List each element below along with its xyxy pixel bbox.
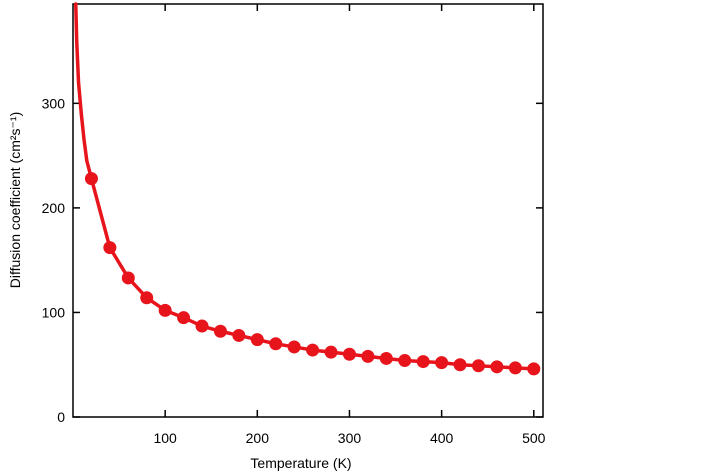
data-point bbox=[269, 337, 283, 351]
x-axis-label: Temperature (K) bbox=[250, 455, 351, 471]
data-series bbox=[74, 2, 541, 376]
data-point bbox=[416, 355, 430, 369]
data-point bbox=[453, 358, 467, 372]
x-tick-label: 200 bbox=[246, 430, 270, 446]
data-point bbox=[471, 359, 485, 373]
plot-frame bbox=[72, 3, 544, 418]
y-axis-label: Diffusion coefficient (cm²s⁻¹) bbox=[7, 112, 23, 288]
y-tick-label: 0 bbox=[57, 409, 65, 425]
data-point bbox=[287, 340, 301, 354]
x-tick-label: 300 bbox=[338, 430, 362, 446]
data-point bbox=[527, 362, 541, 376]
data-point bbox=[398, 354, 412, 368]
x-tick-label: 100 bbox=[153, 430, 177, 446]
y-tick-label: 200 bbox=[42, 200, 66, 216]
data-point bbox=[250, 333, 264, 347]
data-point bbox=[84, 172, 98, 186]
x-tick-label: 500 bbox=[522, 430, 546, 446]
data-point bbox=[306, 343, 320, 357]
data-point bbox=[508, 361, 522, 375]
y-axis-ticks bbox=[73, 102, 543, 418]
data-point bbox=[195, 319, 209, 333]
data-point bbox=[361, 349, 375, 363]
y-axis-tick-labels: 0 100 200 300 bbox=[42, 95, 66, 425]
data-point bbox=[490, 360, 504, 374]
data-point bbox=[177, 311, 191, 325]
data-point bbox=[213, 324, 227, 338]
data-point bbox=[121, 271, 135, 285]
x-tick-label: 400 bbox=[430, 430, 454, 446]
x-axis-ticks bbox=[164, 4, 535, 417]
data-point bbox=[158, 303, 172, 317]
series-line bbox=[74, 2, 536, 371]
data-point bbox=[379, 351, 393, 365]
y-tick-label: 300 bbox=[42, 95, 66, 111]
data-point bbox=[435, 356, 449, 370]
x-axis-tick-labels: 100 200 300 400 500 bbox=[153, 430, 545, 446]
data-point bbox=[103, 241, 117, 255]
data-point bbox=[342, 347, 356, 361]
y-tick-label: 100 bbox=[42, 304, 66, 320]
data-point bbox=[140, 291, 154, 305]
data-point bbox=[232, 328, 246, 342]
data-point bbox=[324, 345, 338, 359]
